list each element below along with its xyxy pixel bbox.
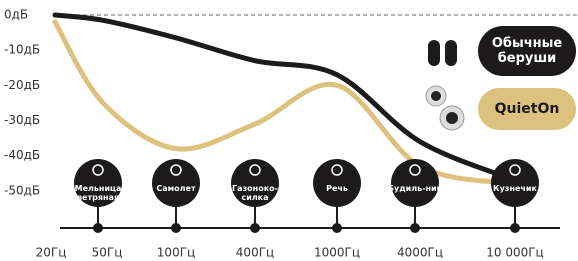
y-tick-label: -10дБ [4, 43, 40, 57]
source-label: Кузнечик [487, 184, 543, 193]
source-circle [491, 159, 539, 207]
x-tick-label: 10 000Гц [486, 246, 543, 260]
legend-entry: QuietOn [478, 88, 576, 130]
x-tick-label: 1000Гц [314, 246, 360, 260]
x-tick-label: 4000Гц [397, 246, 443, 260]
quieton-icon [426, 86, 464, 130]
earplug-icon [428, 40, 457, 66]
source-label: Газоноко-силка [227, 184, 283, 202]
source-label: Мельница ветряная [70, 184, 126, 202]
source-label: Речь [309, 184, 365, 193]
y-tick-label: -20дБ [4, 78, 40, 92]
source-dot [332, 223, 342, 233]
source-circle [391, 159, 439, 207]
y-tick-label: -40дБ [4, 148, 40, 162]
page: 0дБ -10дБ -20дБ -30дБ -40дБ -50дБ 20Гц 50Гц 100Г… [0, 0, 578, 261]
source-dot [250, 223, 260, 233]
source-circle [152, 159, 200, 207]
source-dot [410, 223, 420, 233]
legend-entry: Обычные беруши [478, 26, 576, 76]
source-label: Самолет [148, 184, 204, 193]
x-tick-label: 20Гц [36, 246, 67, 260]
y-tick-label: 0дБ [4, 8, 28, 22]
x-tick-label: 400Гц [236, 246, 274, 260]
source-dot [93, 223, 103, 233]
source-dot [510, 223, 520, 233]
y-tick-label: -50дБ [4, 183, 40, 197]
x-tick-label: 100Гц [157, 246, 195, 260]
source-dot [171, 223, 181, 233]
source-label: Будиль-ник [387, 184, 443, 193]
y-tick-label: -30дБ [4, 113, 40, 127]
x-tick-label: 50Гц [92, 246, 123, 260]
source-circle [313, 159, 361, 207]
